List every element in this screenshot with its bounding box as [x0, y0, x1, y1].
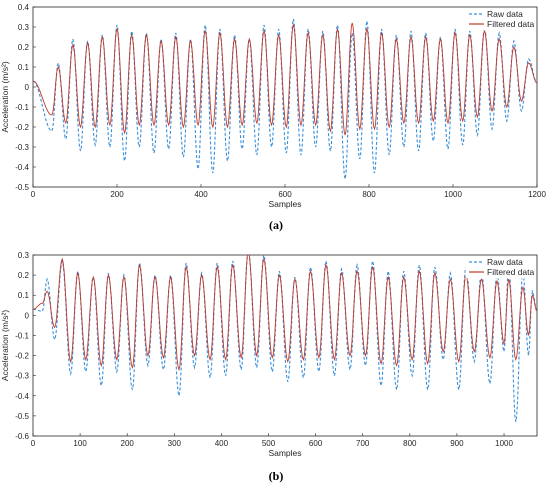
x-tick-label: 1000	[495, 439, 513, 448]
y-tick-label: -0.6	[15, 432, 29, 441]
y-tick-label: -0.4	[15, 163, 29, 172]
x-tick-label: 100	[73, 439, 87, 448]
y-tick-label: 0.2	[18, 271, 30, 280]
raw-data-line	[33, 255, 537, 422]
y-tick-label: -0.3	[15, 143, 29, 152]
filtered-data-line	[33, 22, 537, 136]
x-tick-label: 900	[450, 439, 464, 448]
y-axis-label: Acceleration (m/s²)	[0, 61, 10, 132]
legend-label: Filtered data	[487, 19, 535, 29]
x-tick-label: 200	[110, 190, 124, 199]
x-axis-label: Samples	[268, 199, 301, 209]
y-tick-label: -0.4	[15, 392, 29, 401]
y-tick-label: 0.4	[18, 3, 30, 12]
y-axis-label: Acceleration (m/s²)	[0, 310, 10, 381]
y-tick-label: -0.2	[15, 352, 29, 361]
x-tick-label: 1000	[444, 190, 462, 199]
x-tick-label: 500	[262, 439, 276, 448]
x-tick-label: 1200	[528, 190, 546, 199]
raw-data-line	[33, 18, 537, 180]
x-tick-label: 800	[362, 190, 376, 199]
x-tick-label: 400	[194, 190, 208, 199]
panel-label-b: (b)	[269, 469, 284, 483]
plot-area	[32, 6, 538, 188]
y-tick-label: 0	[25, 83, 30, 92]
y-tick-label: -0.2	[15, 123, 29, 132]
y-tick-label: -0.1	[15, 331, 29, 340]
series-group	[33, 18, 537, 180]
filtered-data-line	[33, 255, 537, 372]
legend-label: Raw data	[487, 257, 523, 267]
y-tick-label: 0	[25, 311, 30, 320]
x-tick-label: 400	[215, 439, 229, 448]
x-axis-label: Samples	[268, 448, 301, 458]
series-group	[33, 255, 537, 422]
legend-label: Filtered data	[487, 267, 535, 277]
x-tick-label: 600	[309, 439, 323, 448]
y-tick-label: 0.1	[18, 291, 30, 300]
x-tick-label: 600	[278, 190, 292, 199]
y-tick-label: 0.3	[18, 23, 30, 32]
y-tick-label: 0.2	[18, 43, 30, 52]
y-tick-label: 0.1	[18, 63, 30, 72]
x-tick-label: 700	[356, 439, 370, 448]
chart-a: 0 200 400 600 800 1000 1200 -0.5 -0.4 -0.3 -0.2 -0.…	[0, 3, 546, 209]
x-tick-label: 0	[31, 439, 36, 448]
x-tick-label: 800	[403, 439, 417, 448]
panel-label-a: (a)	[269, 218, 283, 232]
y-tick-label: -0.1	[15, 103, 29, 112]
x-tick-label: 300	[168, 439, 182, 448]
y-tick-label: -0.5	[15, 412, 29, 421]
y-tick-label: 0.3	[18, 251, 30, 260]
legend-label: Raw data	[487, 9, 523, 19]
x-tick-label: 200	[121, 439, 135, 448]
chart-b: 0 100 200 300 400 500 600 700 800 900 1000 -0.6 -0.5…	[0, 251, 538, 458]
y-tick-label: -0.3	[15, 372, 29, 381]
x-tick-label: 0	[31, 190, 36, 199]
y-tick-label: -0.5	[15, 183, 29, 192]
